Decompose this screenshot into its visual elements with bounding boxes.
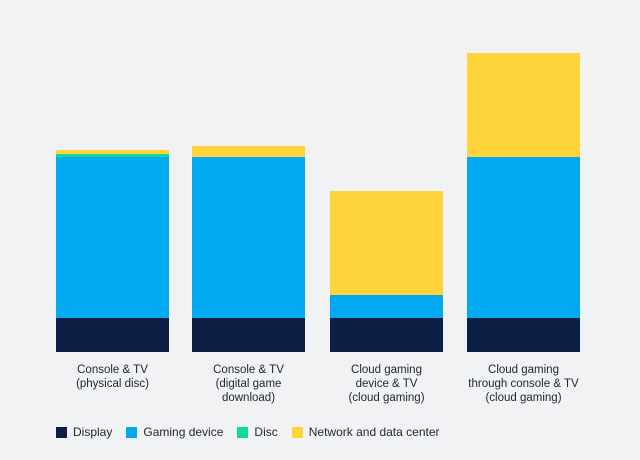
legend: Display Gaming device Disc Network and data… (56, 425, 454, 439)
legend-item-disc: Disc (237, 425, 278, 439)
legend-item-display: Display (56, 425, 112, 439)
bar-segment-gaming-device-1 (56, 157, 169, 318)
bar-segment-network-and-data-center-4 (467, 53, 580, 157)
legend-label: Disc (254, 425, 278, 439)
legend-label: Network and data center (308, 425, 440, 439)
bar-segment-network-and-data-center-3 (330, 191, 443, 295)
legend-label: Display (73, 425, 113, 439)
bar-segment-display-1 (56, 318, 169, 352)
bar-segment-network-and-data-center-2 (192, 146, 305, 157)
bar-segment-display-4 (467, 318, 580, 352)
category-label-1: Console & TV (physical disc) (76, 364, 149, 390)
bar-segment-network-and-data-center-1 (56, 150, 169, 154)
legend-swatch (291, 426, 303, 438)
category-label-2: Console & TV (digital game download) (213, 364, 284, 404)
bar-segment-display-2 (192, 318, 305, 352)
legend-label: Gaming device (143, 425, 224, 439)
bar-segment-display-3 (330, 318, 443, 352)
bar-segment-gaming-device-3 (330, 295, 443, 318)
category-label-4: Cloud gaming through console & TV (cloud… (468, 364, 579, 404)
bar-segment-gaming-device-2 (192, 157, 305, 318)
category-label-3: Cloud gaming device & TV (cloud gaming) (348, 364, 425, 404)
bar-segment-gaming-device-4 (467, 157, 580, 318)
bar-segment-disc-1 (56, 154, 169, 157)
legend-swatch (237, 426, 249, 438)
legend-swatch (56, 426, 67, 438)
legend-item-network-and-data-center: Network and data center (291, 425, 440, 439)
legend-swatch (126, 426, 138, 438)
legend-item-gaming-device: Gaming device (126, 425, 223, 439)
